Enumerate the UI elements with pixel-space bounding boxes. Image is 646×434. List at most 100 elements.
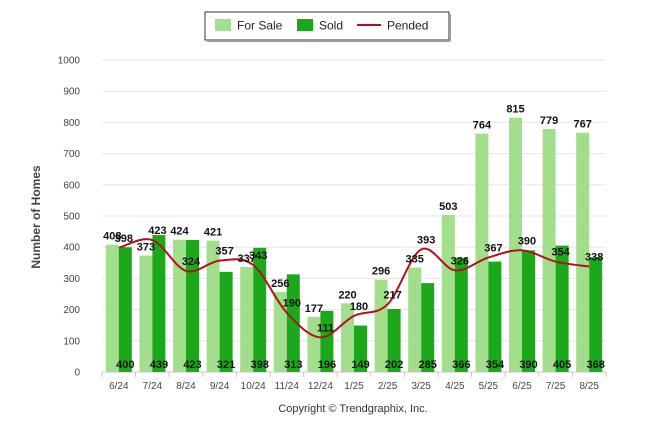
sold-label: 366: [452, 359, 470, 371]
bars: [105, 117, 603, 372]
y-axis: 0 100 200 300 400 500 600 700 800 900 1000: [58, 56, 81, 379]
for-sale-bar: [105, 244, 119, 372]
legend-label: For Sale: [237, 19, 283, 33]
y-tick-label: 500: [63, 212, 80, 223]
x-tick-label: 2/25: [378, 381, 398, 392]
y-tick-label: 700: [63, 149, 80, 160]
legend-swatch: [297, 19, 313, 31]
for-sale-label: 408: [103, 231, 121, 243]
y-tick-label: 1000: [58, 56, 81, 67]
sold-label: 202: [385, 359, 403, 371]
y-tick-label: 300: [63, 274, 80, 285]
pended-label: 190: [283, 298, 301, 310]
x-tick-label: 6/25: [512, 381, 532, 392]
legend-label: Sold: [319, 19, 343, 33]
x-tick-label: 1/25: [344, 381, 364, 392]
for-sale-label: 337: [238, 253, 256, 265]
legend-swatch: [215, 19, 231, 31]
sold-bar: [118, 247, 132, 372]
y-tick-label: 100: [63, 336, 80, 347]
pended-label: 343: [249, 250, 267, 262]
legend-box: [204, 11, 450, 41]
pended-label: 338: [585, 252, 603, 264]
x-tick-label: 5/25: [479, 381, 499, 392]
x-tick-label: 4/25: [445, 381, 465, 392]
for-sale-bar: [240, 266, 254, 372]
x-tick-label: 7/24: [143, 381, 163, 392]
sold-bar: [522, 250, 535, 372]
for-sale-bar: [307, 316, 321, 372]
data-labels: 4083984003734234394243244234213573213373…: [103, 104, 605, 371]
for-sale-bar: [509, 117, 522, 372]
y-tick-label: 0: [74, 368, 80, 379]
for-sale-label: 424: [170, 226, 189, 238]
y-tick-label: 800: [63, 118, 80, 129]
sold-bar: [253, 247, 267, 372]
for-sale-bar: [273, 292, 287, 372]
y-tick-label: 200: [63, 305, 80, 316]
for-sale-bar: [576, 132, 590, 372]
for-sale-bar: [206, 240, 220, 372]
for-sale-bar: [475, 133, 489, 372]
sold-label: 405: [553, 359, 571, 371]
pended-label: 324: [182, 256, 201, 268]
for-sale-label: 220: [338, 289, 356, 301]
x-tick-label: 8/24: [176, 381, 196, 392]
pended-line: [118, 238, 590, 339]
x-tick-label: 11/24: [275, 381, 300, 392]
sold-bar: [589, 257, 603, 372]
sold-bar: [219, 271, 233, 372]
for-sale-label: 373: [137, 242, 155, 254]
sold-label: 354: [486, 359, 505, 371]
x-tick-label: 3/25: [411, 381, 431, 392]
pended-label: 111: [317, 322, 334, 334]
for-sale-label: 256: [271, 278, 289, 290]
for-sale-bar: [441, 215, 455, 372]
copyright-text: Copyright © Trendgraphix, Inc.: [278, 403, 427, 415]
sold-label: 321: [217, 359, 235, 371]
sold-bar: [286, 274, 300, 372]
for-sale-label: 177: [305, 303, 323, 315]
for-sale-label: 815: [506, 104, 524, 116]
sold-label: 285: [419, 359, 437, 371]
pended-series-line: [118, 238, 590, 339]
y-tick-label: 900: [63, 87, 80, 98]
pended-label: 423: [148, 225, 166, 237]
for-sale-bar: [341, 303, 354, 372]
for-sale-label: 764: [473, 120, 492, 132]
sold-bar: [387, 308, 401, 372]
for-sale-label: 779: [540, 115, 558, 127]
for-sale-label: 503: [439, 201, 457, 213]
sold-bar: [354, 325, 367, 372]
for-sale-bar: [139, 255, 153, 372]
y-tick-label: 400: [63, 243, 80, 254]
x-tick-label: 9/24: [210, 381, 230, 392]
for-sale-label: 335: [406, 253, 424, 265]
sold-bar: [454, 257, 468, 372]
pended-label: 398: [115, 233, 133, 245]
sold-bar: [152, 235, 166, 372]
for-sale-bar: [542, 128, 556, 372]
x-tick-label: 10/24: [241, 381, 266, 392]
for-sale-label: 421: [204, 227, 222, 239]
sold-label: 368: [587, 359, 605, 371]
sold-bar: [320, 310, 334, 372]
sold-label: 196: [318, 359, 336, 371]
sold-label: 439: [150, 359, 168, 371]
legend: For Sale Sold Pended: [204, 11, 451, 42]
pended-label: 217: [383, 289, 401, 301]
pended-label: 390: [518, 235, 536, 247]
for-sale-bar: [173, 239, 186, 372]
for-sale-label: 767: [574, 119, 592, 131]
for-sale-label: 296: [372, 266, 390, 278]
pended-label: 180: [350, 301, 368, 313]
sold-bar: [186, 240, 199, 372]
pended-label: 354: [551, 247, 570, 259]
x-axis: 6/24 7/24 8/24 9/24 10/24 11/24 12/24 1/25 2/25 3…: [101, 372, 607, 392]
for-sale-bar: [374, 279, 388, 372]
legend-label: Pended: [387, 19, 428, 33]
pended-label: 367: [484, 242, 502, 254]
sold-label: 398: [251, 359, 269, 371]
x-tick-label: 12/24: [308, 381, 333, 392]
sold-label: 149: [351, 359, 369, 371]
